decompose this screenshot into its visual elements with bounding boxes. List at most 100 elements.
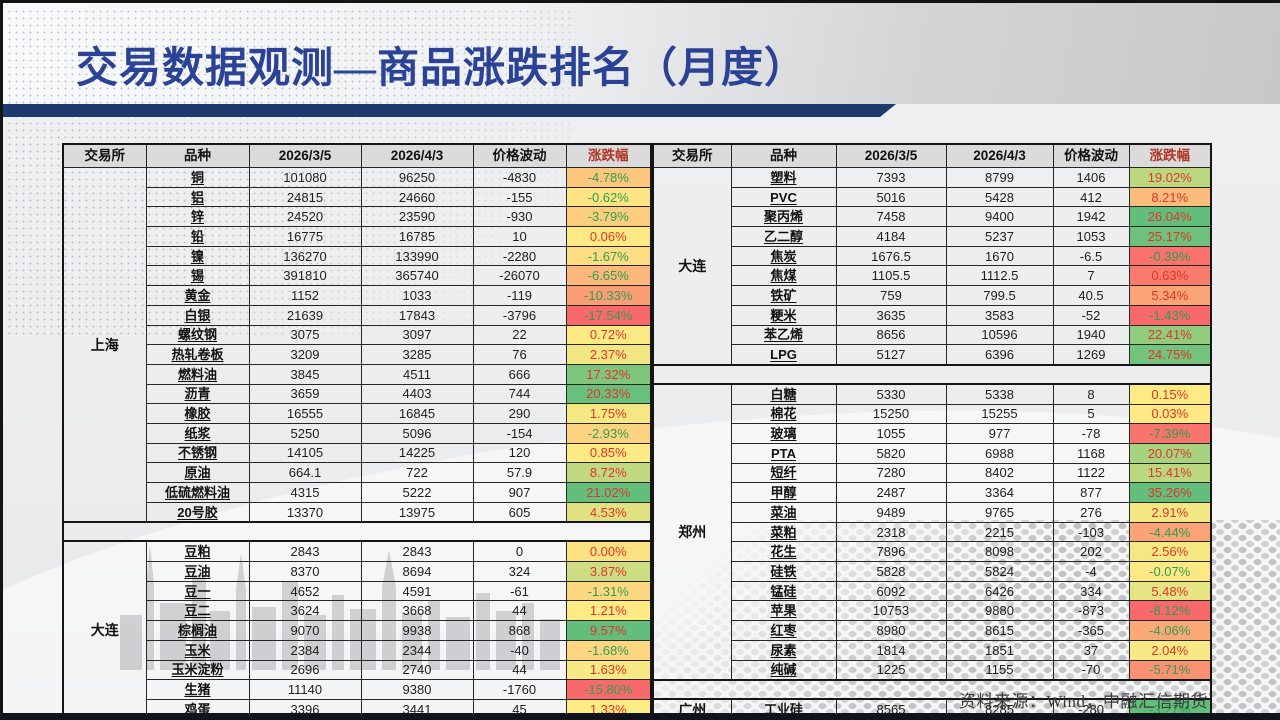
pct-change-cell: 5.48% [1128,580,1212,602]
price-start-cell: 1055 [835,423,947,444]
price-change-cell: -70 [1052,659,1130,681]
price-change-cell: 1406 [1052,167,1130,188]
pct-change-cell: 2.04% [1128,639,1212,661]
price-end-cell: 8799 [945,167,1054,188]
price-change-cell: 290 [472,403,567,424]
variety-cell: 塑料 [730,167,837,188]
price-start-cell: 8656 [835,324,947,346]
price-start-cell: 759 [835,285,947,306]
exchange-cell: 郑州 [652,383,732,681]
price-end-cell: 8098 [945,541,1054,563]
left-edge-line [0,0,3,720]
variety-cell: 白糖 [730,383,837,405]
price-end-cell: 722 [360,462,474,483]
column-header-0: 交易所 [62,143,147,168]
variety-cell: 粳米 [730,304,837,326]
price-start-cell: 5250 [248,422,362,444]
table-row: 玉米 2384 2344 -40 -1.68% [63,639,652,661]
variety-cell: 棕榈油 [145,620,250,641]
price-change-cell: 605 [472,501,567,523]
table-row: 红枣 8980 8615 -365 -4.06% [653,620,1212,641]
variety-cell: 硅铁 [730,561,837,582]
variety-cell: 不锈钢 [145,442,250,464]
page-title: 交易数据观测—商品涨跌排名（月度） [76,46,808,92]
price-end-cell: 1851 [945,639,1054,661]
price-end-cell: 5824 [945,561,1054,582]
price-start-cell: 9489 [835,502,947,523]
pct-change-cell: 4.53% [565,501,652,523]
variety-cell: 铜 [145,167,250,188]
price-change-cell: 907 [472,482,567,503]
price-change-cell: 5 [1052,403,1130,425]
pct-change-cell: -0.39% [1128,245,1212,267]
commodity-table-shanghai-dalian: 交易所 品种 2026/3/5 2026/4/3 价格波动 涨跌幅 上海铜 101080 962… [62,143,652,720]
price-change-cell: 1168 [1052,442,1130,464]
pct-change-cell: 22.41% [1128,324,1212,346]
price-start-cell: 7393 [835,167,947,188]
table-row: 郑州 白糖 5330 5338 8 0.15% [652,383,1212,681]
table-row: 聚丙烯 7458 9400 1942 26.04% [653,206,1212,228]
price-change-cell: -2280 [472,245,567,267]
price-end-cell: 2215 [945,521,1054,543]
pct-change-cell: 8.21% [1128,186,1212,208]
price-start-cell: 4652 [248,580,362,602]
price-end-cell: 8402 [945,462,1054,484]
price-change-cell: 1942 [1052,206,1130,228]
price-change-cell: -3796 [472,304,567,326]
price-end-cell: 5338 [945,383,1054,405]
pct-change-cell: 0.63% [1128,265,1212,287]
price-start-cell: 11140 [248,679,362,700]
variety-cell: 热轧卷板 [145,344,250,365]
section-gap-row [652,679,1212,701]
price-end-cell: 3364 [945,482,1054,503]
price-change-cell: 1053 [1052,226,1130,247]
pct-change-cell: -1.31% [565,580,652,602]
variety-cell: 玻璃 [730,423,837,444]
price-start-cell: 2384 [248,639,362,661]
price-end-cell: 3583 [945,304,1054,326]
variety-cell: 低硫燃料油 [145,482,250,503]
price-change-cell: 10 [472,226,567,247]
price-change-cell: 40.5 [1052,285,1130,306]
price-end-cell: 16785 [360,226,474,247]
price-change-cell: -365 [1052,620,1130,641]
pct-change-cell: -1.67% [565,245,652,267]
price-change-cell: -155 [472,186,567,208]
table-row: PVC 5016 5428 412 8.21% [653,186,1212,208]
table-row: 铝 24815 24660 -155 -0.62% [63,186,652,208]
pct-change-cell: 0.72% [565,324,652,346]
price-end-cell: 4403 [360,383,474,405]
price-end-cell: 14225 [360,442,474,464]
table-row: 纯碱 1225 1155 -70 -5.71% [653,659,1212,681]
price-end-cell: 5237 [945,226,1054,247]
exchange-cell: 上海 [62,167,147,523]
variety-cell: 焦煤 [730,265,837,287]
pct-change-cell: -1.68% [565,639,652,661]
price-start-cell: 3845 [248,363,362,385]
section-gap-cell [652,363,1212,385]
variety-cell: 玉米淀粉 [145,659,250,681]
price-end-cell: 16845 [360,403,474,424]
column-header-0: 交易所 [652,143,732,168]
price-start-cell: 14105 [248,442,362,464]
price-change-cell: 76 [472,344,567,365]
price-change-cell: 1122 [1052,462,1130,484]
pct-change-cell: 1.21% [565,600,652,622]
variety-cell: 甲醇 [730,482,837,503]
pct-change-cell: 1.63% [565,659,652,681]
column-header-4: 价格波动 [472,143,567,168]
exchange-cell: 大连 [62,540,147,720]
variety-cell: 豆粕 [145,540,250,563]
price-end-cell: 2344 [360,639,474,661]
variety-cell: 螺纹钢 [145,324,250,346]
price-start-cell: 13370 [248,501,362,523]
section-gap-row [652,363,1212,385]
price-change-cell: -1760 [472,679,567,700]
pct-change-cell: 25.17% [1128,226,1212,247]
variety-cell: 锰硅 [730,580,837,602]
table-row: 不锈钢 14105 14225 120 0.85% [63,442,652,464]
price-end-cell: 5096 [360,422,474,444]
table-row: 原油 664.1 722 57.9 8.72% [63,462,652,483]
price-start-cell: 1152 [248,285,362,306]
column-header-4: 价格波动 [1052,143,1130,168]
